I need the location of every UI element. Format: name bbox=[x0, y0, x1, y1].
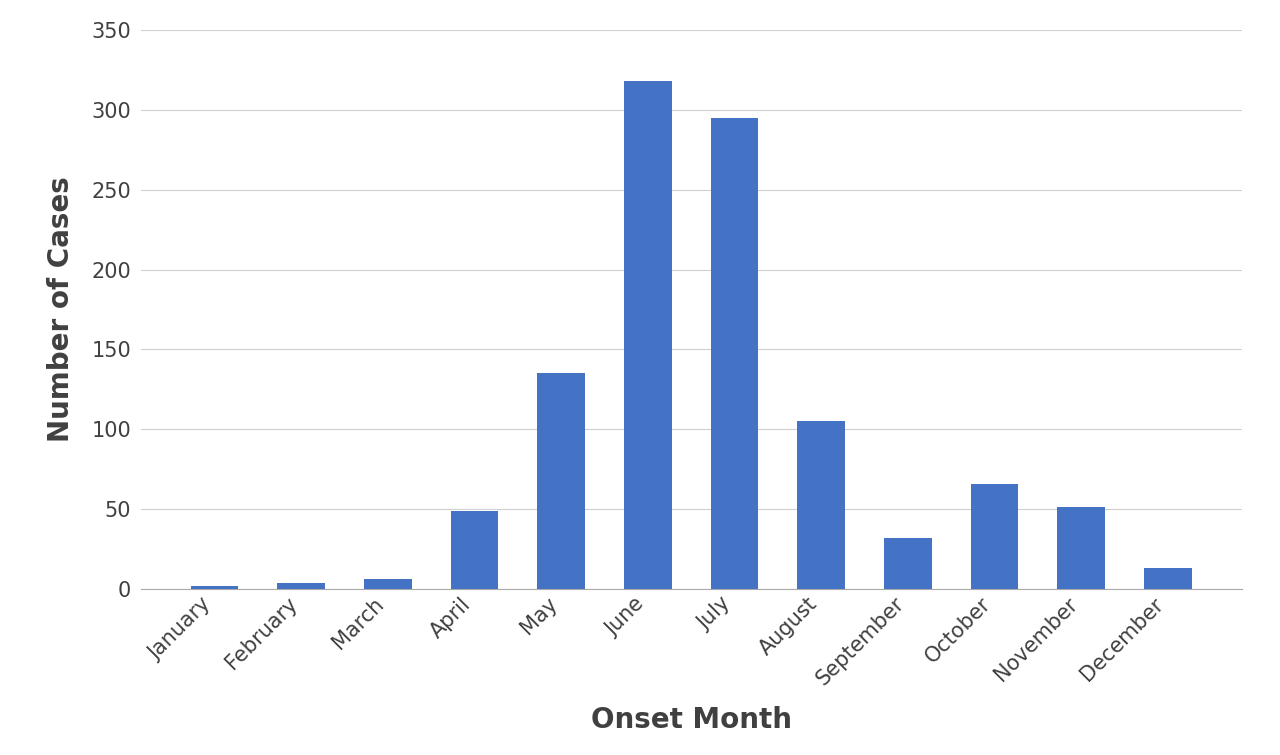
Bar bbox=[1057, 507, 1105, 589]
Bar bbox=[278, 583, 325, 589]
Bar bbox=[451, 510, 498, 589]
Bar bbox=[797, 421, 845, 589]
Bar bbox=[538, 374, 585, 589]
Bar bbox=[364, 579, 412, 589]
Bar bbox=[710, 118, 758, 589]
Bar bbox=[625, 82, 672, 589]
Bar bbox=[1144, 569, 1192, 589]
Bar bbox=[884, 538, 932, 589]
Y-axis label: Number of Cases: Number of Cases bbox=[46, 177, 74, 442]
X-axis label: Onset Month: Onset Month bbox=[590, 706, 792, 734]
Bar bbox=[970, 483, 1019, 589]
Bar bbox=[191, 586, 238, 589]
